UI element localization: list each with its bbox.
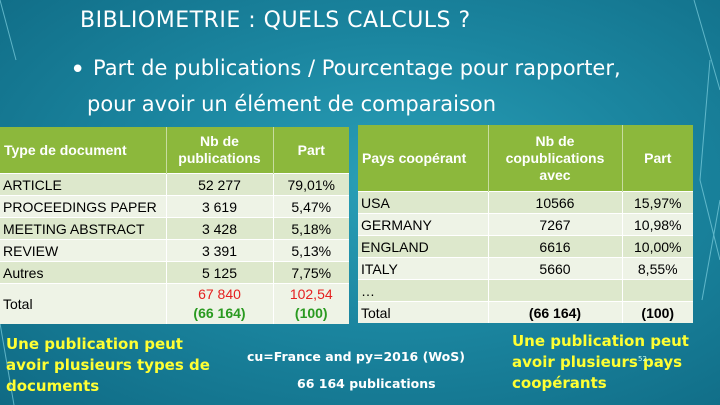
table-row: PROCEEDINGS PAPER 3 619 5,47% <box>0 195 349 218</box>
total-row: Total 67 840 (66 164) 102,54 (100) <box>0 283 349 324</box>
table-header-row: Type de document Nb de publications Part <box>0 127 349 174</box>
row-share <box>621 279 693 302</box>
table-row: Autres 5 125 7,75% <box>0 261 349 284</box>
row-label: … <box>358 279 488 302</box>
table-row: MEETING ABSTRACT 3 428 5,18% <box>0 217 349 240</box>
column-header: Type de document <box>0 127 166 174</box>
row-count: 5 125 <box>165 261 273 284</box>
row-count <box>487 279 622 302</box>
row-share: 5,18% <box>272 217 349 240</box>
row-count: 3 619 <box>165 195 273 218</box>
total-count: 67 840 (66 164) <box>165 283 273 324</box>
total-label: Total <box>358 301 488 323</box>
row-label: USA <box>358 191 488 214</box>
table-row: REVIEW 3 391 5,13% <box>0 239 349 262</box>
row-count: 5660 <box>487 257 622 280</box>
total-count-unique: (66 164) <box>193 305 246 321</box>
total-share-unique: (100) <box>294 305 328 321</box>
row-count: 52 277 <box>165 173 273 196</box>
row-share: 5,13% <box>272 239 349 262</box>
row-count: 10566 <box>487 191 622 214</box>
row-share: 8,55% <box>621 257 693 280</box>
page-number: 52 <box>638 355 647 363</box>
column-header: Part <box>272 127 349 174</box>
table-row: ARTICLE 52 277 79,01% <box>0 173 349 196</box>
total-share-raw: 102,54 <box>289 286 333 302</box>
row-share: 5,47% <box>272 195 349 218</box>
table-row: ENGLAND 6616 10,00% <box>358 235 693 258</box>
row-label: GERMANY <box>358 213 488 236</box>
table-row: ITALY 5660 8,55% <box>358 257 693 280</box>
total-share: 102,54 (100) <box>272 283 349 324</box>
query-text: cu=France and py=2016 (WoS) <box>247 349 465 364</box>
country-table: Pays coopérant Nb de copublications avec… <box>358 125 693 323</box>
note-multiple-countries: Une publication peut avoir plusieurs pay… <box>512 332 689 392</box>
row-count: 6616 <box>487 235 622 258</box>
bullet-text-line-1: Part de publications / Pourcentage pour … <box>93 56 621 80</box>
row-count: 7267 <box>487 213 622 236</box>
bullet-icon: • <box>70 55 86 85</box>
row-share: 15,97% <box>621 191 693 214</box>
row-label: ENGLAND <box>358 235 488 258</box>
table-row: … <box>358 279 693 302</box>
row-count: 3 391 <box>165 239 273 262</box>
row-count: 3 428 <box>165 217 273 240</box>
column-header: Nb de copublications avec <box>487 125 622 192</box>
column-header: Pays coopérant <box>358 125 488 192</box>
row-label: REVIEW <box>0 239 166 262</box>
document-type-table: Type de document Nb de publications Part… <box>0 127 349 324</box>
row-share: 7,75% <box>272 261 349 284</box>
column-header: Nb de publications <box>165 127 273 174</box>
table-row: USA 10566 15,97% <box>358 191 693 214</box>
note-multiple-doc-types: Une publication peut avoir plusieurs typ… <box>6 335 210 395</box>
table-header-row: Pays coopérant Nb de copublications avec… <box>358 125 693 192</box>
column-header: Part <box>621 125 693 192</box>
row-label: ITALY <box>358 257 488 280</box>
row-share: 10,98% <box>621 213 693 236</box>
bullet-text-line-2: pour avoir un élément de comparaison <box>87 92 497 116</box>
slide-title: BIBLIOMETRIE : QUELS CALCULS ? <box>80 8 471 33</box>
row-label: ARTICLE <box>0 173 166 196</box>
total-count-raw: 67 840 <box>198 286 241 302</box>
total-count: (66 164) <box>487 301 622 323</box>
total-label: Total <box>0 283 166 324</box>
row-share: 79,01% <box>272 173 349 196</box>
row-label: Autres <box>0 261 166 284</box>
total-share: (100) <box>621 301 693 323</box>
total-row: Total (66 164) (100) <box>358 301 693 323</box>
row-share: 10,00% <box>621 235 693 258</box>
table-row: GERMANY 7267 10,98% <box>358 213 693 236</box>
publication-count: 66 164 publications <box>297 376 436 391</box>
row-label: PROCEEDINGS PAPER <box>0 195 166 218</box>
row-label: MEETING ABSTRACT <box>0 217 166 240</box>
